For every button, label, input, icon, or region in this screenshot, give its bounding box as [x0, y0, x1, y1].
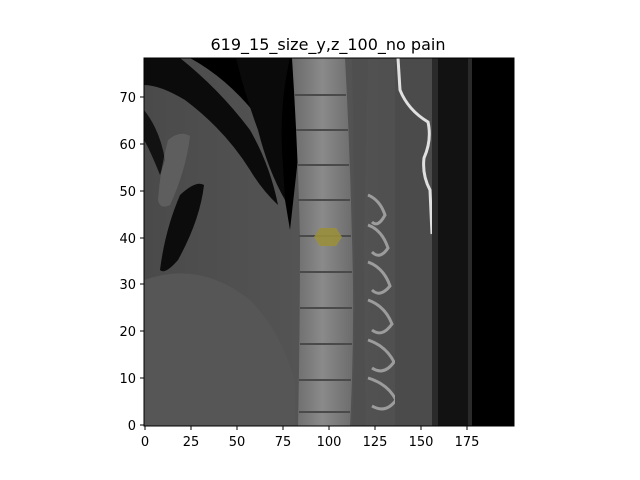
- x-tick-label: 175: [455, 435, 480, 450]
- y-tick-label: 40: [119, 232, 136, 247]
- y-axis: 0 10 20 30 40 50 60 70: [119, 91, 144, 434]
- x-axis: 0 25 50 75 100 125 150 175: [141, 426, 480, 450]
- y-tick-label: 10: [119, 372, 136, 387]
- x-tick-label: 150: [409, 435, 434, 450]
- x-tick-label: 100: [317, 435, 342, 450]
- y-tick-label: 60: [119, 138, 136, 153]
- y-tick-label: 70: [119, 91, 136, 106]
- x-tick-label: 25: [183, 435, 200, 450]
- y-tick-label: 50: [119, 185, 136, 200]
- y-tick-label: 20: [119, 325, 136, 340]
- x-tick-label: 125: [363, 435, 388, 450]
- figure-title: 619_15_size_y,z_100_no pain: [211, 35, 446, 55]
- x-tick-label: 0: [141, 435, 149, 450]
- x-tick-label: 50: [229, 435, 246, 450]
- x-tick-label: 75: [275, 435, 292, 450]
- y-tick-label: 30: [119, 278, 136, 293]
- annotation-marker: [314, 228, 342, 246]
- ct-image: [144, 58, 514, 426]
- y-tick-label: 0: [128, 419, 136, 434]
